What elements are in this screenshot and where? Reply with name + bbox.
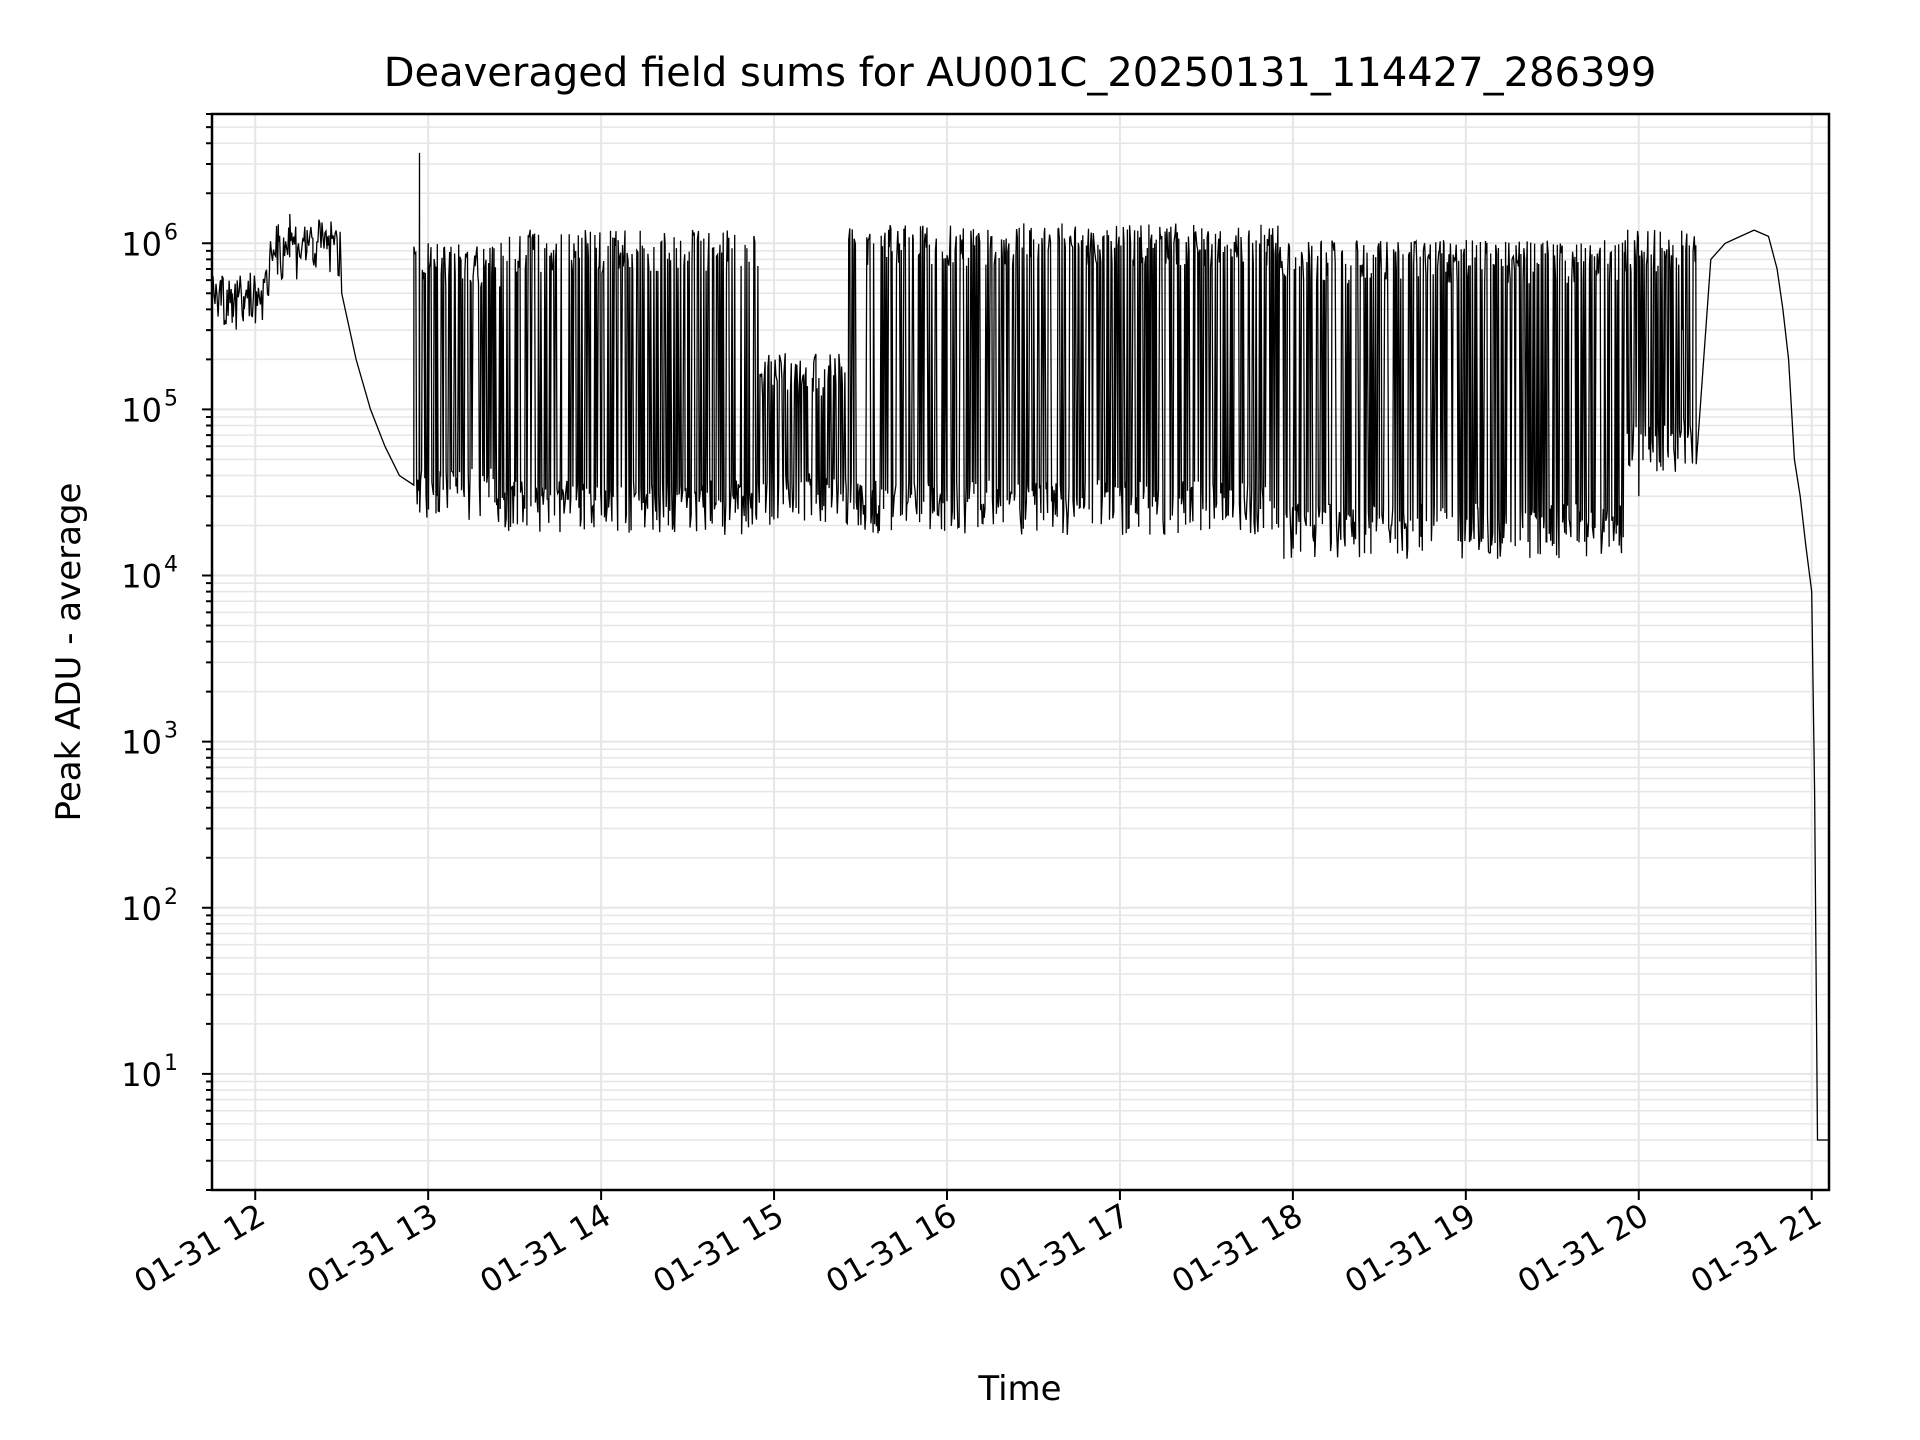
- y-tick-exponent: 5: [164, 386, 178, 411]
- y-tick-label: 10: [121, 724, 162, 762]
- y-tick-label: 10: [121, 1056, 162, 1094]
- series-line: [212, 152, 1829, 1141]
- plot-frame: [210, 112, 1831, 1192]
- series-layer: [212, 152, 1829, 1141]
- y-tick-label: 10: [121, 225, 162, 263]
- y-tick-label: 10: [121, 558, 162, 596]
- x-axis-label: Time: [977, 1369, 1061, 1409]
- y-tick-exponent: 2: [164, 885, 178, 910]
- y-tick-exponent: 3: [164, 719, 178, 744]
- y-tick-exponent: 6: [164, 220, 178, 245]
- y-tick-exponent: 1: [164, 1051, 178, 1076]
- y-tick-exponent: 4: [164, 553, 178, 578]
- chart-title: Deaveraged field sums for AU001C_2025013…: [384, 50, 1657, 96]
- y-tick-label: 10: [121, 890, 162, 928]
- y-axis-label: Peak ADU - average: [49, 483, 89, 822]
- y-tick-label: 10: [121, 391, 162, 429]
